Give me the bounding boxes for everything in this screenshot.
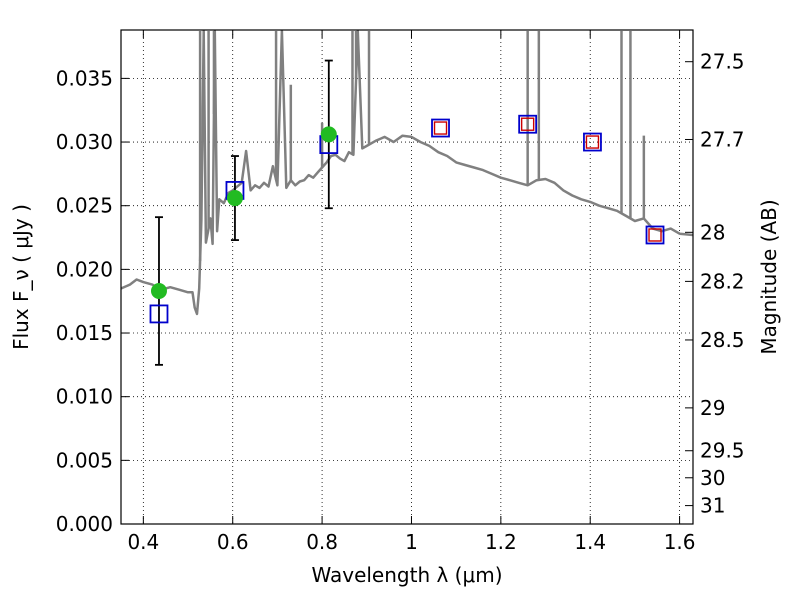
grid — [121, 30, 693, 525]
x-tick-label: 0.6 — [217, 530, 249, 554]
observed-point — [150, 283, 167, 300]
x-tick-label: 0.8 — [306, 530, 338, 554]
magnitude-tick-label: 30 — [700, 466, 725, 490]
y-tick-label: 0.035 — [56, 66, 113, 90]
magnitude-tick-label: 27.5 — [700, 50, 745, 74]
x-tick-label: 1.2 — [485, 530, 517, 554]
magnitude-tick-label: 28 — [700, 220, 725, 244]
model-point-inner — [433, 121, 448, 135]
axis-ticks: 0.4 0.6 0.8 1 1.2 1.4 1.6 0.000 0.005 0.010 0.015 0… — [56, 30, 745, 554]
model-point-inner — [648, 228, 662, 242]
y-tick-label: 0.010 — [56, 385, 113, 409]
y-tick-label: 0.000 — [56, 512, 113, 536]
magnitude-tick-label: 31 — [700, 494, 725, 518]
x-tick-label: 1.4 — [574, 530, 606, 554]
magnitude-tick-label: 29 — [700, 396, 725, 420]
model-point — [431, 118, 450, 138]
model-point — [149, 304, 169, 324]
x-tick-label: 1 — [405, 530, 418, 554]
x-tick-label: 0.4 — [127, 530, 159, 554]
observed-point — [320, 126, 337, 143]
magnitude-tick-label: 28.2 — [700, 269, 745, 293]
plot-frame — [120, 29, 694, 525]
model-point-inner — [585, 135, 600, 149]
x-axis-label: Wavelength λ (μm) — [311, 563, 502, 587]
magnitude-tick-label: 28.5 — [700, 328, 745, 352]
x-tick-label: 1.6 — [664, 530, 696, 554]
y-tick-label: 0.030 — [56, 130, 113, 154]
y-axis-label: Flux F_ν ( μJy ) — [9, 204, 33, 350]
observed-point — [226, 190, 243, 207]
y-tick-label: 0.015 — [56, 321, 113, 345]
y-tick-label: 0.005 — [56, 448, 113, 472]
y-tick-label: 0.020 — [56, 257, 113, 281]
magnitude-axis-label: Magnitude (AB) — [757, 199, 781, 354]
magnitude-tick-label: 29.5 — [700, 439, 745, 463]
model-point-inner — [520, 117, 535, 131]
magnitude-tick-label: 27.7 — [700, 127, 745, 151]
photometry-points — [149, 59, 665, 366]
spectrum-line — [120, 29, 694, 316]
model-point — [645, 225, 665, 245]
model-point — [583, 132, 602, 152]
spectrum-series — [120, 29, 694, 316]
model-point — [518, 114, 538, 134]
y-tick-label: 0.025 — [56, 194, 113, 218]
